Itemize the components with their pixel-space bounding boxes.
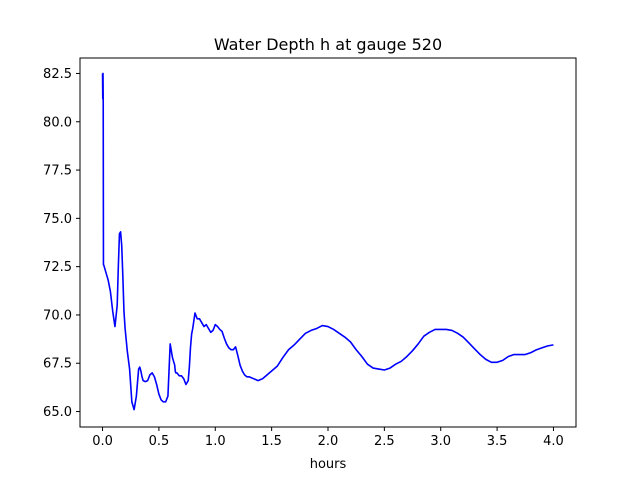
y-tick-label: 67.5 [43, 357, 72, 372]
chart-title: Water Depth h at gauge 520 [214, 35, 442, 54]
y-tick-label: 72.5 [43, 260, 72, 275]
x-tick-label: 4.0 [543, 434, 564, 449]
x-tick-label: 3.0 [430, 434, 451, 449]
x-tick-label: 0.0 [92, 434, 113, 449]
series-line-0 [101, 72, 554, 411]
y-tick-label: 75.0 [43, 212, 72, 227]
axes: 0.0 0.5 1.0 1.5 2.0 2.5 3.0 3.5 4.0 65.0 67.5 70.0 7… [43, 57, 577, 449]
y-tick-label: 82.5 [43, 67, 72, 82]
plot-area [101, 72, 554, 411]
y-tick-label: 80.0 [43, 115, 72, 130]
x-tick-label: 2.0 [318, 434, 339, 449]
y-tick-label: 77.5 [43, 164, 72, 179]
x-axis-label: hours [310, 457, 347, 472]
x-tick-label: 1.0 [205, 434, 226, 449]
x-tick-label: 0.5 [149, 434, 170, 449]
x-tick-label: 3.5 [487, 434, 508, 449]
y-tick-label: 70.0 [43, 308, 72, 323]
x-tick-label: 2.5 [374, 434, 395, 449]
y-tick-label: 65.0 [43, 405, 72, 420]
x-tick-label: 1.5 [261, 434, 282, 449]
plot-frame [79, 57, 577, 428]
